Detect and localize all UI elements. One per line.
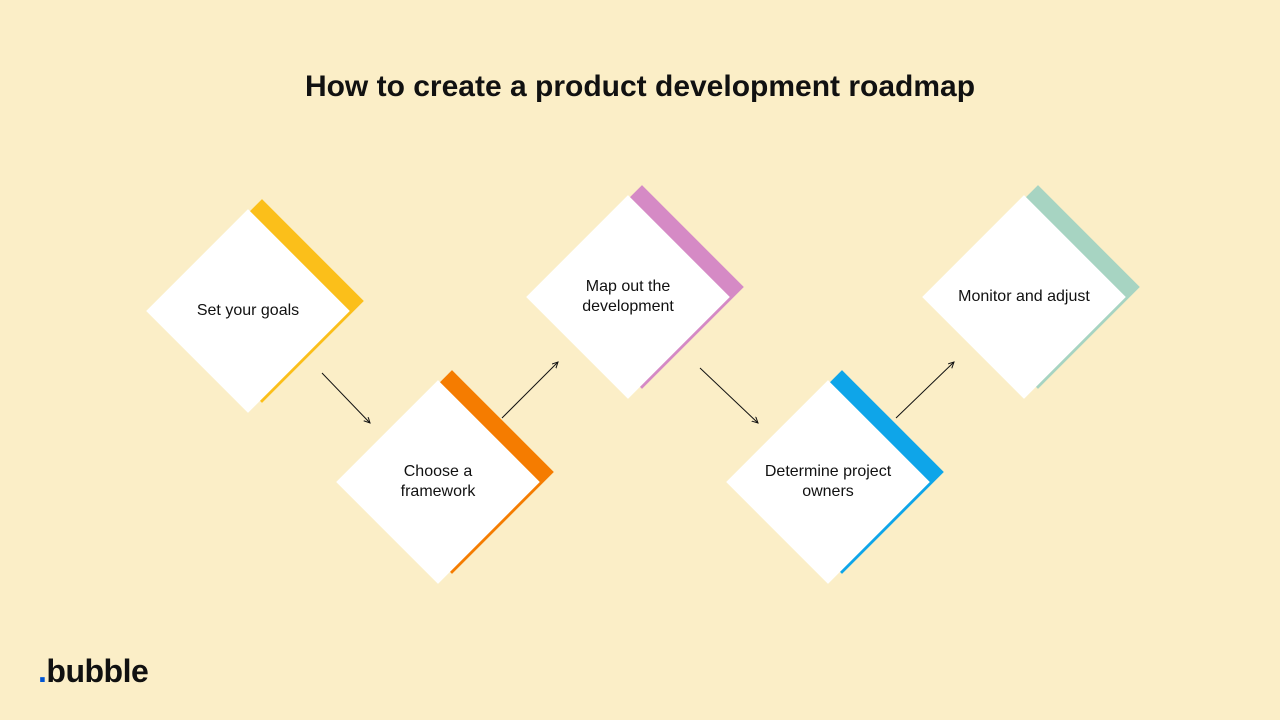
node-card: Set your goals (146, 209, 350, 413)
flow-node: Set your goals (176, 239, 320, 383)
flow-arrow (700, 368, 758, 423)
node-label: Determine project owners (758, 462, 898, 502)
node-label: Choose a framework (368, 462, 508, 502)
diagram-canvas: How to create a product development road… (0, 0, 1280, 720)
logo-text: bubble (46, 653, 148, 689)
node-label: Set your goals (178, 301, 318, 321)
flow-node: Determine project owners (756, 410, 900, 554)
flow-arrow (896, 362, 954, 418)
flow-node: Monitor and adjust (952, 225, 1096, 369)
node-card: Map out the development (526, 195, 730, 399)
flow-arrow (502, 362, 558, 418)
flow-node: Map out the development (556, 225, 700, 369)
page-title: How to create a product development road… (0, 70, 1280, 104)
node-label: Monitor and adjust (954, 287, 1094, 307)
brand-logo: .bubble (38, 653, 148, 690)
flow-node: Choose a framework (366, 410, 510, 554)
node-card: Choose a framework (336, 380, 540, 584)
node-label: Map out the development (558, 277, 698, 317)
node-card: Determine project owners (726, 380, 930, 584)
node-card: Monitor and adjust (922, 195, 1126, 399)
flow-arrow (322, 373, 370, 423)
